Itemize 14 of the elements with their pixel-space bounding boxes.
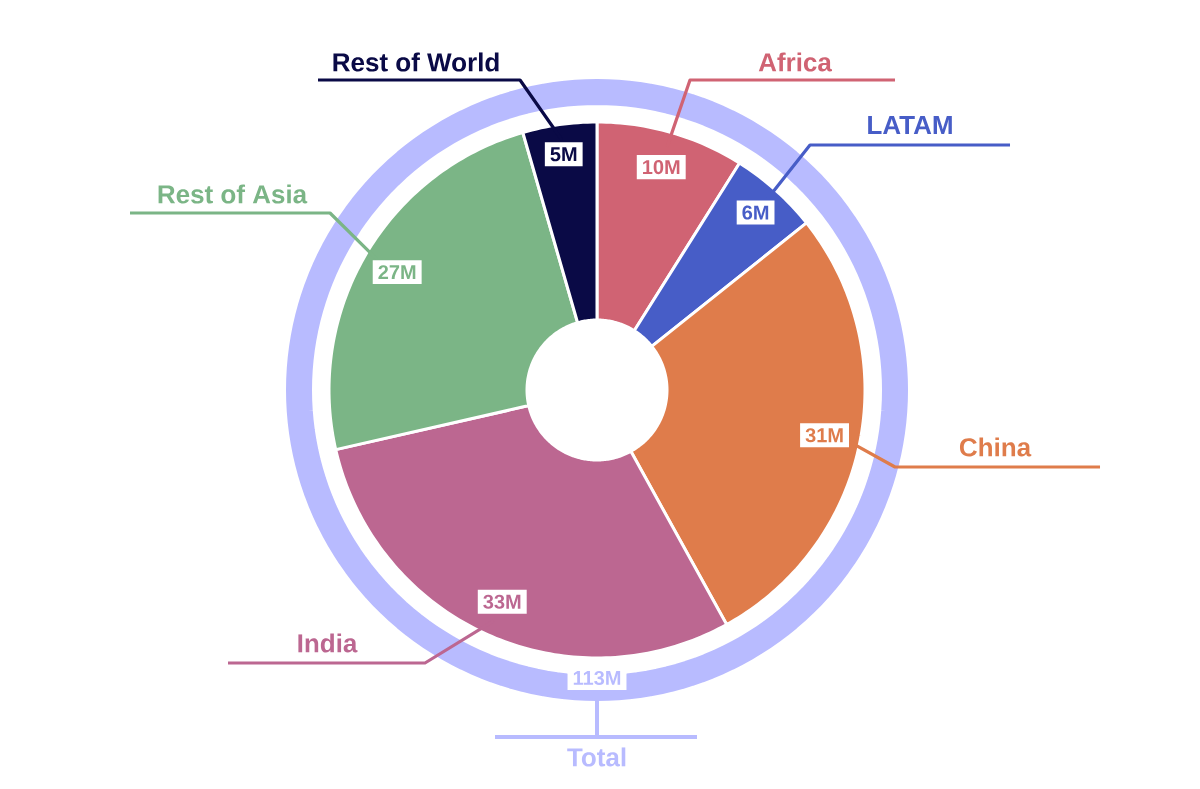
slice-label: Rest of World: [333, 52, 499, 72]
slice-label: India: [298, 633, 358, 653]
slice-label: China: [959, 437, 1032, 457]
data-label: 27M: [378, 265, 416, 280]
data-label: 5M: [550, 147, 577, 162]
text: Total: [567, 747, 626, 767]
slice-label: Rest of Asia: [158, 184, 308, 204]
data-label: 33M: [483, 594, 521, 609]
data-label: 10M: [643, 159, 680, 175]
data-label: 6M: [742, 205, 769, 220]
text: 113M: [573, 670, 621, 686]
slice-label: LATAM: [868, 116, 952, 134]
slice-label: Africa: [758, 52, 832, 72]
data-label: 31M: [805, 428, 843, 443]
